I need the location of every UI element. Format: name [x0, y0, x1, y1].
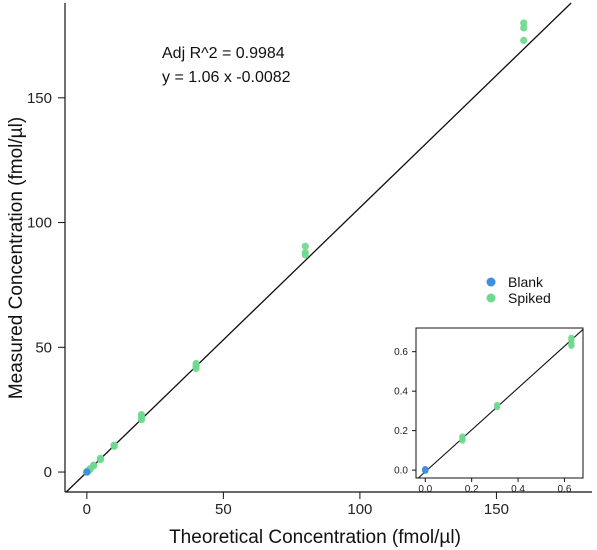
inset-plot: 0.0 0.2 0.4 0.6 0.0 0.2 0.4 0.6	[394, 327, 584, 495]
legend-marker-blank	[486, 277, 496, 287]
main-x-tick-label: 0	[83, 501, 91, 518]
main-fit-line-group	[65, 2, 572, 493]
main-y-tick-label: 50	[35, 339, 52, 356]
annotation-fit-equation: y = 1.06 x -0.0082	[162, 69, 291, 86]
main-x-tick-label: 50	[215, 501, 232, 518]
x-axis-title: Theoretical Concentration (fmol/µl)	[169, 527, 461, 548]
inset-y-tick-label: 0.4	[394, 387, 408, 398]
main-point-blank	[83, 468, 91, 476]
inset-x-tick-label: 0.2	[465, 484, 479, 495]
main-plot: 0 50 100 150 0 50 100 150	[27, 2, 592, 518]
main-fit-line	[65, 2, 572, 493]
inset-fit-line-group	[417, 329, 584, 479]
main-axes-group	[64, 3, 592, 493]
main-point-spiked	[192, 359, 200, 368]
main-point-spiked	[110, 441, 118, 449]
inset-point-spiked	[568, 334, 575, 342]
legend-label-blank: Blank	[508, 274, 544, 290]
main-point-spiked	[137, 411, 146, 419]
inset-ticks-group: 0.0 0.2 0.4 0.6 0.0 0.2 0.4 0.6	[394, 347, 572, 495]
main-point-spiked	[90, 461, 98, 469]
main-point-spiked	[520, 19, 528, 27]
main-point-spiked	[520, 24, 528, 32]
legend: Blank Spiked	[486, 274, 551, 306]
legend-label-spiked: Spiked	[508, 290, 551, 306]
inset-x-tick-label: 0.4	[511, 484, 525, 495]
main-y-tick-label: 100	[27, 215, 52, 232]
main-x-tick-label: 100	[347, 501, 372, 518]
main-point-spiked	[96, 454, 105, 462]
main-point-spiked	[520, 36, 528, 45]
inset-point-blank	[422, 467, 429, 474]
inset-axes-group	[415, 327, 584, 479]
inset-x-tick-label: 0.6	[557, 484, 571, 495]
main-y-tick-label: 0	[44, 464, 52, 481]
main-points-group	[83, 19, 528, 476]
annotation-adj-r2: Adj R^2 = 0.9984	[162, 45, 285, 62]
inset-y-tick-label: 0.6	[394, 347, 408, 358]
inset-points-group	[422, 334, 575, 474]
main-point-spiked	[301, 248, 309, 257]
main-point-spiked	[301, 242, 309, 250]
inset-y-tick-label: 0.2	[394, 426, 408, 437]
inset-fit-line	[417, 329, 584, 479]
y-axis-title: Measured Concentration (fmol/µl)	[6, 117, 27, 399]
inset-point-spiked	[459, 433, 466, 440]
main-ticks-group: 0 50 100 150 0 50 100 150	[27, 90, 509, 518]
inset-y-tick-label: 0.0	[394, 466, 408, 477]
inset-x-tick-label: 0.0	[418, 484, 432, 495]
main-x-tick-label: 150	[484, 501, 509, 518]
main-y-tick-label: 150	[27, 90, 52, 107]
inset-frame	[415, 327, 584, 479]
inset-point-spiked	[493, 401, 501, 409]
legend-marker-spiked	[486, 293, 496, 303]
